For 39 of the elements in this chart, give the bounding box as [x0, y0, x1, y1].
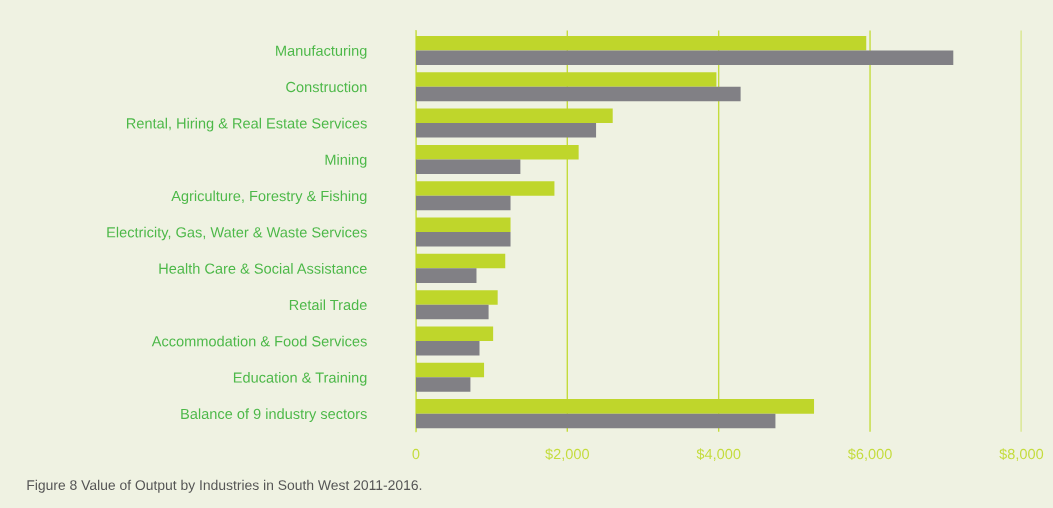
x-tick-label: $6,000: [847, 448, 892, 461]
y-tick-label: Balance of 9 industry sectors: [181, 408, 367, 422]
bar: [415, 217, 511, 233]
caption: Figure 8 Value of Output by Industries in South West 2011-2016.: [27, 479, 422, 493]
bar: [415, 341, 480, 356]
bar: [415, 159, 521, 174]
bar: [415, 144, 579, 160]
bar: [415, 232, 511, 247]
bar: [415, 377, 471, 392]
bar: [415, 268, 477, 283]
x-tick-label: $8,000: [999, 448, 1044, 461]
y-tick-label: Health Care & Social Assistance: [159, 263, 367, 274]
bar: [415, 290, 498, 305]
bar: [415, 413, 776, 429]
bar: [415, 72, 717, 87]
y-tick-label: Mining: [325, 154, 367, 168]
y-tick-label: Manufacturing: [276, 45, 367, 59]
y-tick-label: Agriculture, Forestry & Fishing: [171, 190, 367, 205]
bar: [415, 181, 555, 196]
bar: [415, 123, 597, 138]
bar: [415, 195, 511, 211]
bar: [415, 50, 954, 65]
x-tick-label: $4,000: [696, 448, 741, 461]
x-tick-label: $2,000: [545, 448, 590, 461]
y-tick-label: Electricity, Gas, Water & Waste Services: [107, 226, 367, 241]
bar: [415, 362, 485, 378]
y-tick-label: Construction: [286, 81, 367, 93]
x-tick-label: 0: [412, 448, 420, 460]
y-tick-label: Accommodation & Food Services: [151, 335, 367, 347]
bar: [415, 326, 494, 341]
bar: [415, 86, 741, 102]
y-tick-label: Rental, Hiring & Real Estate Services: [126, 117, 367, 132]
y-tick-label: Retail Trade: [289, 299, 367, 311]
bar: [415, 108, 613, 124]
bar: [415, 304, 489, 320]
bar: [415, 35, 867, 51]
bar: [415, 253, 506, 269]
bar: [415, 399, 815, 414]
y-tick-label: Education & Training: [233, 372, 367, 386]
